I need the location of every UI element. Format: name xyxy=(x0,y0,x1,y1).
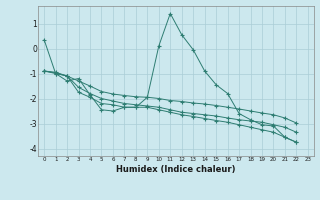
X-axis label: Humidex (Indice chaleur): Humidex (Indice chaleur) xyxy=(116,165,236,174)
